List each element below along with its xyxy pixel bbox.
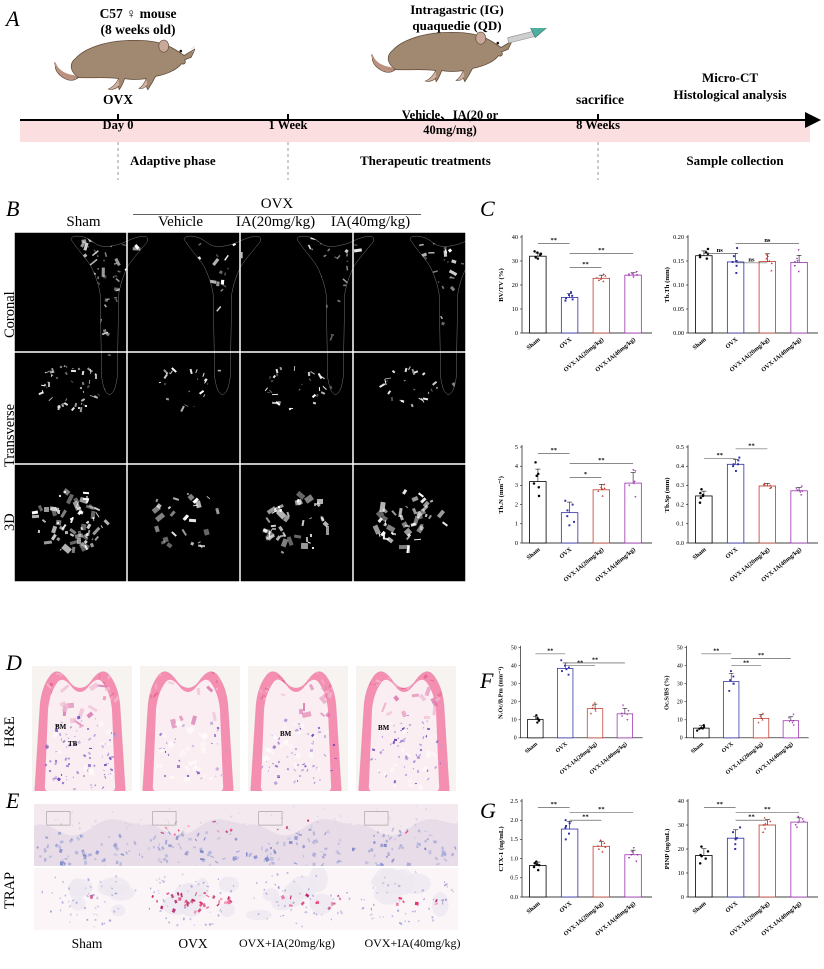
svg-text:OVX: OVX xyxy=(555,741,569,754)
svg-text:**: ** xyxy=(748,814,755,821)
svg-text:**: ** xyxy=(764,806,771,813)
svg-text:**: ** xyxy=(547,649,553,655)
svg-text:Tb.Sp (mm): Tb.Sp (mm) xyxy=(664,478,671,513)
svg-text:PINP (ng/mL): PINP (ng/mL) xyxy=(664,829,671,870)
svg-text:10: 10 xyxy=(511,717,517,723)
svg-text:40: 40 xyxy=(512,234,518,241)
svg-text:0.4: 0.4 xyxy=(676,463,685,470)
svg-text:**: ** xyxy=(713,649,719,655)
svg-text:ns: ns xyxy=(764,237,771,244)
svg-text:30: 30 xyxy=(512,258,518,265)
svg-text:N.Oc/B.Pm (mm⁻¹): N.Oc/B.Pm (mm⁻¹) xyxy=(498,667,505,719)
svg-text:0.3: 0.3 xyxy=(676,482,684,489)
svg-text:Tb.N (mm⁻¹): Tb.N (mm⁻¹) xyxy=(498,476,505,514)
svg-text:**: ** xyxy=(598,247,605,254)
svg-text:OVX: OVX xyxy=(724,900,740,915)
svg-text:OVX: OVX xyxy=(724,336,740,351)
svg-text:0: 0 xyxy=(680,736,683,742)
svg-text:**: ** xyxy=(592,658,598,664)
svg-text:30: 30 xyxy=(677,681,683,687)
svg-text:40: 40 xyxy=(678,798,684,805)
svg-text:0: 0 xyxy=(515,540,518,547)
svg-text:**: ** xyxy=(577,660,583,666)
svg-text:0: 0 xyxy=(681,894,684,901)
svg-text:0.15: 0.15 xyxy=(673,258,684,265)
svg-text:1.0: 1.0 xyxy=(510,855,518,862)
svg-text:**: ** xyxy=(717,801,724,808)
svg-text:**: ** xyxy=(717,452,724,459)
svg-text:Oc.S/BS (%): Oc.S/BS (%) xyxy=(664,676,671,710)
svg-text:40: 40 xyxy=(677,663,683,669)
svg-text:0: 0 xyxy=(515,330,518,337)
svg-text:Tb.Th (mm): Tb.Th (mm) xyxy=(664,267,671,303)
svg-text:*: * xyxy=(584,471,587,478)
svg-text:0.2: 0.2 xyxy=(676,501,684,508)
svg-text:20: 20 xyxy=(512,282,518,289)
svg-text:Sham: Sham xyxy=(525,546,542,562)
svg-text:0.1: 0.1 xyxy=(676,521,684,528)
svg-text:**: ** xyxy=(598,806,605,813)
svg-text:10: 10 xyxy=(678,870,684,877)
svg-text:OVX: OVX xyxy=(558,336,574,351)
svg-text:BV/TV (%): BV/TV (%) xyxy=(498,268,505,301)
svg-text:OVX: OVX xyxy=(724,546,740,561)
svg-text:2: 2 xyxy=(515,501,518,508)
svg-text:Sham: Sham xyxy=(691,336,708,352)
svg-text:1.5: 1.5 xyxy=(510,836,518,843)
svg-text:**: ** xyxy=(743,660,749,666)
svg-text:Sham: Sham xyxy=(525,900,542,916)
svg-text:0.5: 0.5 xyxy=(510,875,518,882)
svg-text:**: ** xyxy=(748,442,755,449)
svg-text:0: 0 xyxy=(514,736,517,742)
svg-text:0.00: 0.00 xyxy=(673,330,684,337)
svg-text:30: 30 xyxy=(511,681,517,687)
svg-text:20: 20 xyxy=(678,846,684,853)
svg-text:40: 40 xyxy=(511,663,517,669)
svg-text:**: ** xyxy=(551,801,558,808)
svg-text:Sham: Sham xyxy=(691,900,708,916)
svg-text:Sham: Sham xyxy=(691,546,708,562)
svg-text:0.5: 0.5 xyxy=(676,444,684,451)
svg-text:0.20: 0.20 xyxy=(673,234,684,241)
svg-text:OVX: OVX xyxy=(721,741,735,754)
svg-text:50: 50 xyxy=(677,645,683,651)
svg-text:0.0: 0.0 xyxy=(676,540,684,547)
svg-text:0.0: 0.0 xyxy=(510,894,518,901)
svg-text:2.5: 2.5 xyxy=(510,798,518,805)
svg-text:**: ** xyxy=(551,237,558,244)
svg-text:20: 20 xyxy=(511,699,517,705)
svg-text:50: 50 xyxy=(511,645,517,651)
svg-text:**: ** xyxy=(582,261,589,268)
svg-text:1: 1 xyxy=(515,521,518,528)
svg-text:4: 4 xyxy=(515,463,519,470)
svg-text:Sham: Sham xyxy=(690,741,705,755)
svg-text:OVX: OVX xyxy=(558,546,574,561)
svg-text:5: 5 xyxy=(515,444,518,451)
svg-text:10: 10 xyxy=(677,717,683,723)
svg-text:0.10: 0.10 xyxy=(673,282,684,289)
svg-text:OVX: OVX xyxy=(558,900,574,915)
svg-text:30: 30 xyxy=(678,822,684,829)
svg-text:ns: ns xyxy=(717,247,724,254)
svg-text:Sham: Sham xyxy=(524,741,539,755)
svg-text:CTX-1 (ng/mL): CTX-1 (ng/mL) xyxy=(498,826,505,871)
svg-text:**: ** xyxy=(598,457,605,464)
svg-text:Sham: Sham xyxy=(525,336,542,352)
svg-text:10: 10 xyxy=(512,306,518,313)
svg-text:20: 20 xyxy=(677,699,683,705)
svg-text:3: 3 xyxy=(515,482,518,489)
svg-text:ns: ns xyxy=(748,256,755,263)
svg-text:0.05: 0.05 xyxy=(673,306,684,313)
svg-text:**: ** xyxy=(582,814,589,821)
svg-text:2.0: 2.0 xyxy=(510,817,518,824)
svg-text:**: ** xyxy=(758,653,764,659)
svg-text:**: ** xyxy=(551,447,558,454)
